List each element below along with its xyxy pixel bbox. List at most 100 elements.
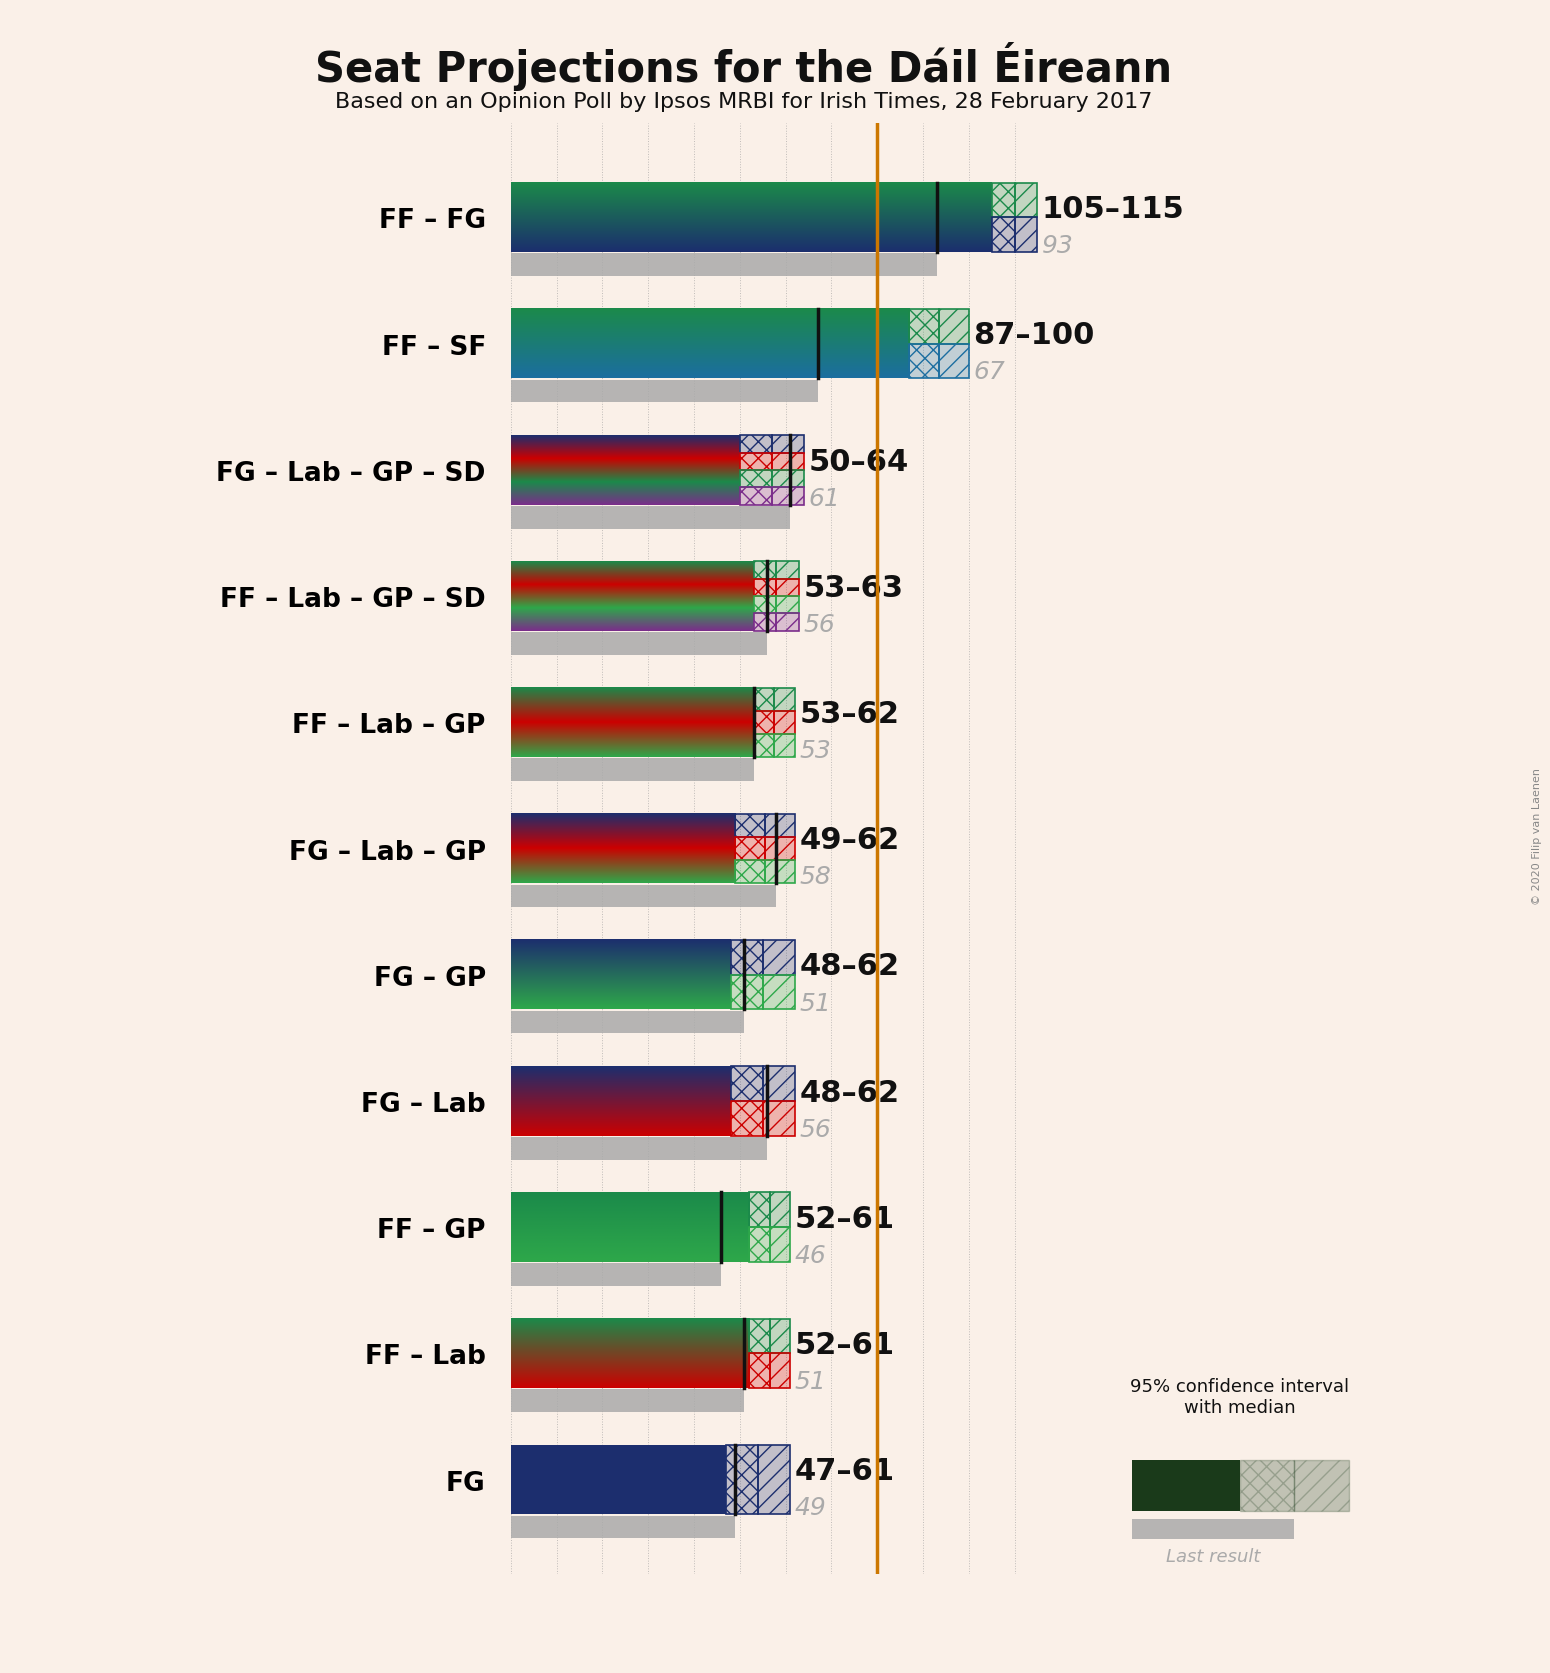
Bar [749,1228,769,1261]
Bar [730,1101,763,1136]
Bar [735,838,766,860]
Bar [730,975,763,1010]
Text: 49: 49 [795,1496,826,1519]
Bar [992,219,1015,253]
Bar [1015,219,1037,253]
Bar [753,597,777,614]
Bar [992,219,1015,253]
Bar [753,711,773,734]
Text: 52–61: 52–61 [795,1330,894,1358]
Text: Last result: Last result [1166,1548,1260,1566]
Bar [753,614,777,631]
Bar [766,838,795,860]
Bar [772,489,804,505]
Bar [749,1353,769,1389]
Bar [730,940,763,975]
Bar [772,437,804,453]
Text: 56: 56 [800,1118,831,1141]
Bar [769,1353,790,1389]
Bar [939,345,969,380]
Bar [735,838,766,860]
Text: 58: 58 [800,865,831,888]
Bar [773,711,795,734]
Text: 47–61: 47–61 [795,1457,894,1486]
Bar [910,310,939,345]
Bar [777,597,800,614]
Bar [749,1193,769,1228]
Bar [763,975,795,1010]
Bar [939,310,969,345]
Bar [772,470,804,489]
Bar [730,1067,763,1101]
Bar [512,1138,767,1159]
Bar [1015,184,1037,219]
Bar [910,345,939,380]
Bar [512,254,936,278]
Bar [992,184,1015,219]
Bar [1015,184,1037,219]
Text: 50–64: 50–64 [809,447,908,477]
Bar [753,711,773,734]
Bar [739,453,772,470]
Bar [739,437,772,453]
Bar [777,562,800,579]
Bar [730,940,763,975]
Bar [769,1193,790,1228]
Bar [753,562,777,579]
Bar [772,489,804,505]
Bar [939,310,969,345]
Text: 48–62: 48–62 [800,1077,899,1108]
Bar [766,860,795,883]
Bar [1015,219,1037,253]
Bar [753,688,773,711]
Bar [753,562,777,579]
Text: 56: 56 [804,612,835,636]
Bar [739,470,772,489]
Bar [512,885,777,908]
Bar [766,815,795,838]
Bar [512,632,767,656]
Text: 105–115: 105–115 [1042,196,1184,224]
Bar [758,1445,790,1514]
Bar [749,1228,769,1261]
Bar [739,437,772,453]
Bar [772,453,804,470]
Bar [777,579,800,597]
Bar [753,579,777,597]
Text: 53: 53 [800,739,831,763]
Bar [512,760,753,781]
Bar [773,734,795,758]
Bar [753,734,773,758]
Text: 51: 51 [800,990,831,1016]
Bar [749,1318,769,1353]
Bar [777,597,800,614]
Bar [749,1193,769,1228]
Bar [735,860,766,883]
Bar [512,1445,725,1514]
Bar [763,940,795,975]
Bar [763,940,795,975]
Bar [749,1353,769,1389]
Bar [763,1101,795,1136]
Bar [773,688,795,711]
Bar [725,1445,758,1514]
Bar [763,1067,795,1101]
Text: 48–62: 48–62 [800,952,899,980]
Bar [992,184,1015,219]
Bar [766,838,795,860]
Bar [739,489,772,505]
Text: 95% confidence interval
with median: 95% confidence interval with median [1130,1377,1350,1415]
Bar [772,453,804,470]
Bar [512,1390,744,1412]
Bar [772,470,804,489]
Bar [910,345,939,380]
Bar [777,614,800,631]
Text: 87–100: 87–100 [973,321,1094,350]
Bar [735,860,766,883]
Bar [512,1263,721,1287]
Text: 53–63: 53–63 [804,574,904,602]
Bar [725,1445,758,1514]
Bar [769,1318,790,1353]
Bar [773,734,795,758]
Bar [763,975,795,1010]
